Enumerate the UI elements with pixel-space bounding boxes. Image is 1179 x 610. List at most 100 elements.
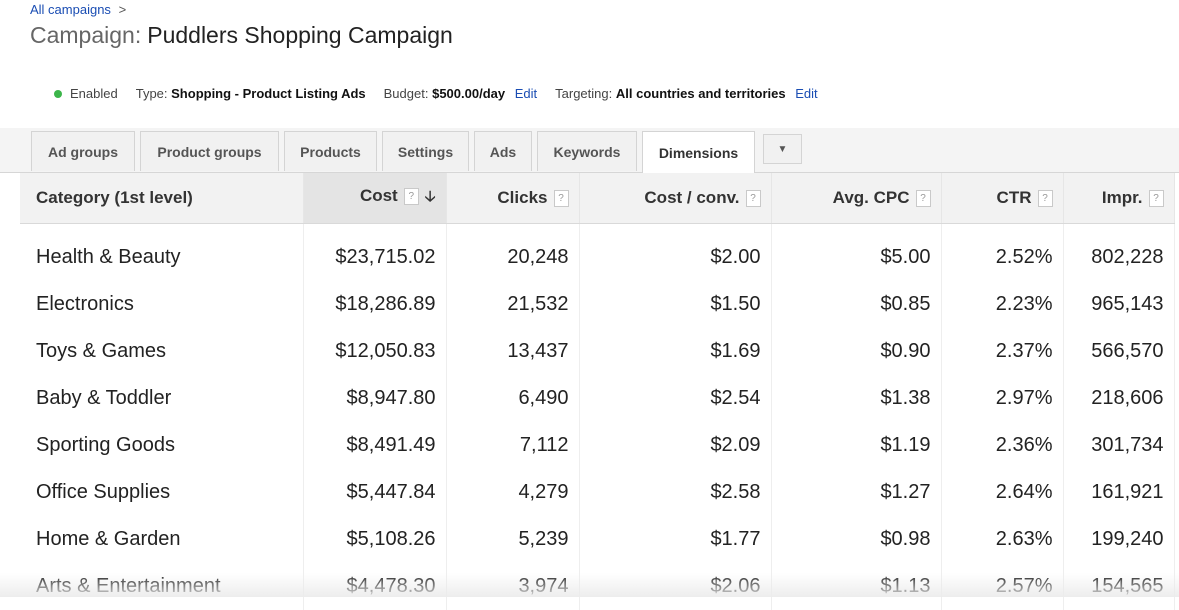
impressions-cell: 161,921 <box>1063 469 1175 516</box>
cost-cell: $5,447.84 <box>303 469 447 516</box>
table-row: Home & Garden $5,108.26 5,239 $1.77 $0.9… <box>20 516 1175 563</box>
caret-down-icon: ▼ <box>777 143 788 155</box>
clicks-cell: 21,532 <box>446 281 580 328</box>
help-icon[interactable]: ? <box>553 190 569 208</box>
column-header-label: Clicks <box>497 188 548 207</box>
column-header-label: CTR <box>996 188 1032 207</box>
column-header-ctr[interactable]: CTR? <box>941 173 1064 224</box>
table-row: Toys & Games $12,050.83 13,437 $1.69 $0.… <box>20 328 1175 375</box>
category-cell: Arts & Entertainment <box>20 563 304 610</box>
edit-budget-link[interactable]: Edit <box>514 86 538 101</box>
cost-cell: $18,286.89 <box>303 281 447 328</box>
avg-cpc-cell: $5.00 <box>771 223 942 281</box>
help-icon[interactable]: ? <box>1148 190 1164 208</box>
category-cell: Health & Beauty <box>20 223 304 281</box>
column-header-category[interactable]: Category (1st level) <box>20 173 304 224</box>
ctr-cell: 2.63% <box>941 516 1064 563</box>
column-header-avg-cpc[interactable]: Avg. CPC? <box>771 173 942 224</box>
table-row: Office Supplies $5,447.84 4,279 $2.58 $1… <box>20 469 1175 516</box>
column-header-label: Cost <box>359 185 398 205</box>
impressions-cell: 965,143 <box>1063 281 1175 328</box>
cost-per-conversion-cell: $2.00 <box>579 223 772 281</box>
column-header-label: Avg. CPC <box>832 188 910 207</box>
column-header-clicks[interactable]: Clicks? <box>446 173 580 224</box>
clicks-cell: 3,974 <box>446 563 580 610</box>
category-cell: Sporting Goods <box>20 422 304 469</box>
table-header-row: Category (1st level) Cost? 🡣 Clicks? Cost… <box>20 173 1175 224</box>
ctr-cell: 2.36% <box>941 422 1064 469</box>
cost-cell: $8,947.80 <box>303 375 447 422</box>
page-title: Campaign: Puddlers Shopping Campaign <box>30 22 453 49</box>
cost-per-conversion-cell: $2.58 <box>579 469 772 516</box>
breadcrumb: All campaigns > <box>30 2 126 17</box>
ctr-cell: 2.52% <box>941 223 1064 281</box>
campaign-state: Enabled <box>54 86 118 101</box>
campaign-targeting: Targeting: All countries and territories… <box>555 86 818 101</box>
impressions-cell: 154,565 <box>1063 563 1175 610</box>
more-tabs-dropdown-button[interactable]: ▼ <box>763 134 802 164</box>
cost-per-conversion-cell: $2.54 <box>579 375 772 422</box>
table-row: Baby & Toddler $8,947.80 6,490 $2.54 $1.… <box>20 375 1175 422</box>
campaign-tab-bar: Ad groups Product groups Products Settin… <box>0 128 1179 173</box>
avg-cpc-cell: $1.13 <box>771 563 942 610</box>
tab-products[interactable]: Products <box>284 131 377 171</box>
cost-cell: $5,108.26 <box>303 516 447 563</box>
enabled-status-dot-icon <box>54 90 62 98</box>
help-icon[interactable]: ? <box>745 190 761 208</box>
clicks-cell: 13,437 <box>446 328 580 375</box>
campaign-type-label: Type: <box>135 86 168 101</box>
cost-per-conversion-cell: $1.77 <box>579 516 772 563</box>
clicks-cell: 4,279 <box>446 469 580 516</box>
table-row: Arts & Entertainment $4,478.30 3,974 $2.… <box>20 563 1175 610</box>
column-header-cost[interactable]: Cost? 🡣 <box>303 173 447 224</box>
avg-cpc-cell: $1.38 <box>771 375 942 422</box>
column-header-impressions[interactable]: Impr.? <box>1063 173 1175 224</box>
column-header-cost-per-conversion[interactable]: Cost / conv.? <box>579 173 772 224</box>
impressions-cell: 566,570 <box>1063 328 1175 375</box>
budget-value: $500.00/day <box>432 86 506 101</box>
clicks-cell: 5,239 <box>446 516 580 563</box>
category-cell: Office Supplies <box>20 469 304 516</box>
avg-cpc-cell: $0.90 <box>771 328 942 375</box>
avg-cpc-cell: $0.98 <box>771 516 942 563</box>
category-cell: Electronics <box>20 281 304 328</box>
avg-cpc-cell: $0.85 <box>771 281 942 328</box>
help-icon[interactable]: ? <box>403 187 419 205</box>
column-header-label: Cost / conv. <box>644 188 740 207</box>
impressions-cell: 218,606 <box>1063 375 1175 422</box>
cost-per-conversion-cell: $2.09 <box>579 422 772 469</box>
tab-settings[interactable]: Settings <box>382 131 469 171</box>
tab-keywords[interactable]: Keywords <box>537 131 637 171</box>
clicks-cell: 20,248 <box>446 223 580 281</box>
cost-cell: $23,715.02 <box>303 223 447 281</box>
cost-per-conversion-cell: $2.06 <box>579 563 772 610</box>
campaign-state-label: Enabled <box>70 86 118 101</box>
help-icon[interactable]: ? <box>1037 190 1053 208</box>
category-cell: Toys & Games <box>20 328 304 375</box>
campaign-type: Type: Shopping - Product Listing Ads <box>136 86 366 101</box>
ctr-cell: 2.37% <box>941 328 1064 375</box>
tab-ads[interactable]: Ads <box>474 131 532 171</box>
column-header-label: Category (1st level) <box>36 188 193 207</box>
table-row: Health & Beauty $23,715.02 20,248 $2.00 … <box>20 223 1175 281</box>
table-row: Electronics $18,286.89 21,532 $1.50 $0.8… <box>20 281 1175 328</box>
tab-dimensions[interactable]: Dimensions <box>642 131 755 173</box>
breadcrumb-all-campaigns-link[interactable]: All campaigns <box>30 2 111 17</box>
budget-label: Budget: <box>383 86 429 101</box>
tab-product-groups[interactable]: Product groups <box>140 131 279 171</box>
ctr-cell: 2.57% <box>941 563 1064 610</box>
page-title-prefix: Campaign: <box>30 22 142 48</box>
targeting-value: All countries and territories <box>615 86 786 101</box>
clicks-cell: 7,112 <box>446 422 580 469</box>
cost-per-conversion-cell: $1.50 <box>579 281 772 328</box>
help-icon[interactable]: ? <box>915 190 931 208</box>
cost-cell: $12,050.83 <box>303 328 447 375</box>
edit-targeting-link[interactable]: Edit <box>795 86 818 101</box>
ctr-cell: 2.64% <box>941 469 1064 516</box>
ctr-cell: 2.97% <box>941 375 1064 422</box>
campaign-budget: Budget: $500.00/day Edit <box>384 86 538 101</box>
cost-cell: $4,478.30 <box>303 563 447 610</box>
impressions-cell: 199,240 <box>1063 516 1175 563</box>
tab-ad-groups[interactable]: Ad groups <box>31 131 135 171</box>
sort-descending-arrow-icon: 🡣 <box>424 187 436 205</box>
